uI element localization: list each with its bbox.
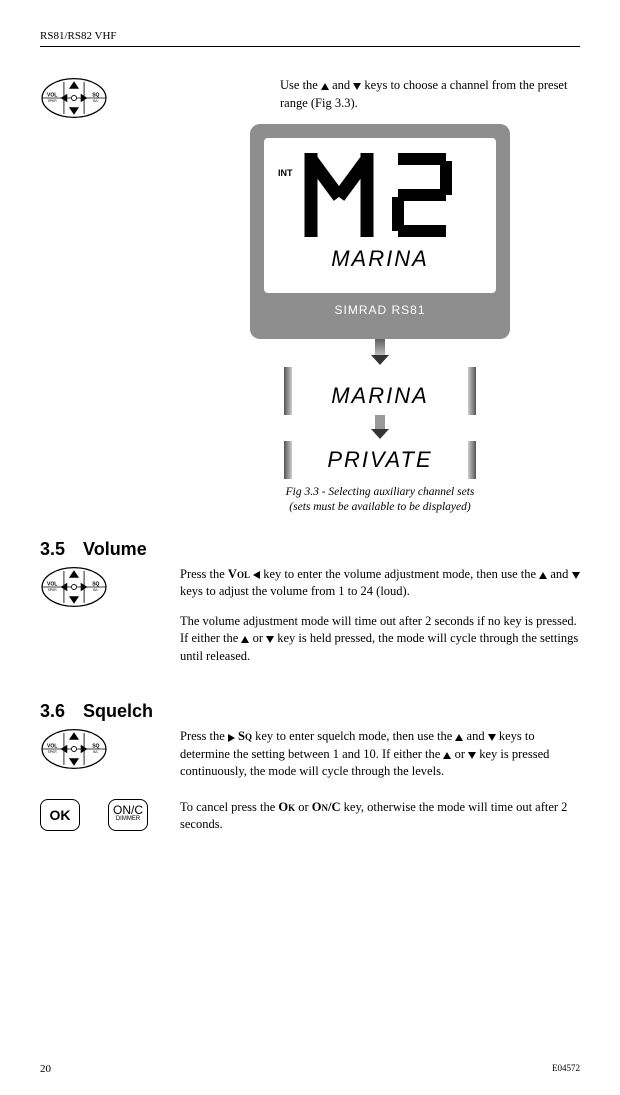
scroll-rail-icon xyxy=(284,441,292,479)
t: or xyxy=(295,800,312,814)
ok-key-icon: OK xyxy=(40,799,80,831)
sec36-p2: To cancel press the Ok or On/C key, othe… xyxy=(180,799,580,834)
sq-key-label: Sq xyxy=(238,729,252,743)
page-number: 20 xyxy=(40,1063,51,1075)
down-triangle-icon xyxy=(266,636,274,643)
svg-text:SPKR: SPKR xyxy=(48,99,58,103)
running-head: RS81/RS82 VHF xyxy=(40,30,580,47)
t: Press the xyxy=(180,567,228,581)
caption-line2: (sets must be available to be displayed) xyxy=(289,501,470,513)
doc-code: E04572 xyxy=(552,1063,580,1075)
svg-text:VOL: VOL xyxy=(47,92,57,98)
int-badge: INT xyxy=(278,168,293,178)
up-triangle-icon xyxy=(321,83,329,90)
key-icons-row: OK ON/C DIMMER xyxy=(40,799,180,831)
device-figure: INT xyxy=(250,124,510,515)
svg-text:VOL: VOL xyxy=(47,744,57,750)
down-triangle-icon xyxy=(572,572,580,579)
svg-text:SQ: SQ xyxy=(92,581,99,587)
section-3-5-title: 3.5 Volume xyxy=(40,539,580,560)
page-footer: 20 E04572 xyxy=(40,1063,580,1075)
scroll-item-marina: MARINA xyxy=(250,367,510,415)
t: and xyxy=(463,729,487,743)
svg-text:SQ: SQ xyxy=(92,92,99,98)
navpad-icon-1: VOL SPKR SQ B/L xyxy=(40,77,180,124)
ok-key-label: Ok xyxy=(278,800,295,814)
t: key to enter the volume adjustment mode,… xyxy=(260,567,539,581)
svg-text:VOL: VOL xyxy=(47,581,57,587)
channel-set-scroll: MARINA PRIVATE xyxy=(250,337,510,479)
lcd-text-line: MARINA xyxy=(274,246,486,272)
onc-key-icon: ON/C DIMMER xyxy=(108,799,148,831)
scroll-label: MARINA xyxy=(331,383,429,408)
svg-text:B/L: B/L xyxy=(93,99,98,103)
scroll-item-private: PRIVATE xyxy=(250,441,510,479)
section-3-6-title: 3.6 Squelch xyxy=(40,701,580,722)
intro-a: Use the xyxy=(280,78,321,92)
svg-text:SQ: SQ xyxy=(92,744,99,750)
t: and xyxy=(547,567,571,581)
t: To cancel press the xyxy=(180,800,278,814)
brand-bar: SIMRAD RS81 xyxy=(264,293,496,317)
intro-text: Use the and keys to choose a channel fro… xyxy=(280,77,580,112)
navpad-icon: VOL SPKR SQ B/L xyxy=(40,728,108,770)
onc-key-label: On/C xyxy=(312,800,341,814)
down-arrow-icon xyxy=(250,337,510,367)
down-triangle-icon xyxy=(468,752,476,759)
t: keys to adjust the volume from 1 to 24 (… xyxy=(180,584,410,598)
figure-caption: Fig 3.3 - Selecting auxiliary channel se… xyxy=(250,485,510,515)
navpad-icon: VOL SPKR SQ B/L xyxy=(40,77,108,119)
down-arrow-icon xyxy=(250,415,510,441)
onc-top: ON/C xyxy=(109,804,147,816)
t: or xyxy=(249,631,266,645)
navpad-icon-3: VOL SPKR SQ B/L xyxy=(40,728,180,775)
sec35-p1: Press the Vol key to enter the volume ad… xyxy=(180,566,580,601)
caption-line1: Fig 3.3 - Selecting auxiliary channel se… xyxy=(286,486,475,498)
sec35-p2: The volume adjustment mode will time out… xyxy=(180,613,580,666)
scroll-rail-icon xyxy=(468,367,476,415)
up-triangle-icon xyxy=(539,572,547,579)
navpad-icon: VOL SPKR SQ B/L xyxy=(40,566,108,608)
lcd-screen: INT xyxy=(264,138,496,293)
t: Press the xyxy=(180,729,228,743)
svg-text:B/L: B/L xyxy=(93,751,98,755)
lcd-device: INT xyxy=(250,124,510,339)
svg-text:B/L: B/L xyxy=(93,588,98,592)
sec36-p1: Press the Sq key to enter squelch mode, … xyxy=(180,728,580,781)
big-display xyxy=(274,148,486,244)
scroll-rail-icon xyxy=(468,441,476,479)
navpad-icon-2: VOL SPKR SQ B/L xyxy=(40,566,180,613)
t: key to enter squelch mode, then use the xyxy=(252,729,455,743)
t: or xyxy=(451,747,468,761)
right-triangle-icon xyxy=(228,734,235,742)
svg-text:SPKR: SPKR xyxy=(48,751,58,755)
scroll-label: PRIVATE xyxy=(327,447,432,472)
intro-b: and xyxy=(329,78,353,92)
down-triangle-icon xyxy=(488,734,496,741)
svg-text:SPKR: SPKR xyxy=(48,588,58,592)
scroll-rail-icon xyxy=(284,367,292,415)
vol-key-label: Vol xyxy=(228,567,250,581)
